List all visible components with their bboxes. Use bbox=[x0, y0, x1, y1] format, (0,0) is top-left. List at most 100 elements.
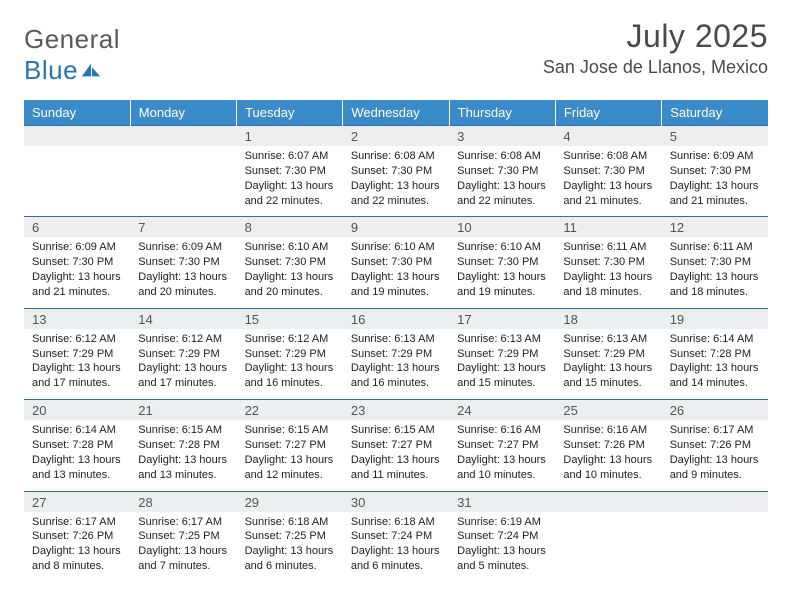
daylight-line: Daylight: 13 hours and 13 minutes. bbox=[138, 454, 227, 481]
day-data: Sunrise: 6:15 AMSunset: 7:27 PMDaylight:… bbox=[237, 420, 343, 490]
sunset-line: Sunset: 7:27 PM bbox=[351, 439, 432, 451]
daylight-line: Daylight: 13 hours and 8 minutes. bbox=[32, 545, 121, 572]
day-number: 6 bbox=[24, 217, 130, 237]
calendar-day: 13Sunrise: 6:12 AMSunset: 7:29 PMDayligh… bbox=[24, 308, 130, 399]
calendar-day: 29Sunrise: 6:18 AMSunset: 7:25 PMDayligh… bbox=[237, 491, 343, 582]
calendar-day: 11Sunrise: 6:11 AMSunset: 7:30 PMDayligh… bbox=[555, 217, 661, 308]
daylight-line: Daylight: 13 hours and 6 minutes. bbox=[351, 545, 440, 572]
sunrise-line: Sunrise: 6:13 AM bbox=[351, 333, 435, 345]
day-data: Sunrise: 6:18 AMSunset: 7:25 PMDaylight:… bbox=[237, 512, 343, 582]
calendar-week: 27Sunrise: 6:17 AMSunset: 7:26 PMDayligh… bbox=[24, 491, 768, 582]
calendar-day: 4Sunrise: 6:08 AMSunset: 7:30 PMDaylight… bbox=[555, 126, 661, 217]
sunset-line: Sunset: 7:28 PM bbox=[138, 439, 219, 451]
weekday-row: SundayMondayTuesdayWednesdayThursdayFrid… bbox=[24, 100, 768, 126]
sail-icon bbox=[80, 61, 102, 79]
weekday-header: Monday bbox=[130, 100, 236, 126]
weekday-header: Wednesday bbox=[343, 100, 449, 126]
sunset-line: Sunset: 7:26 PM bbox=[670, 439, 751, 451]
sunset-line: Sunset: 7:29 PM bbox=[563, 348, 644, 360]
calendar-day: 12Sunrise: 6:11 AMSunset: 7:30 PMDayligh… bbox=[662, 217, 768, 308]
sunrise-line: Sunrise: 6:14 AM bbox=[670, 333, 754, 345]
brand-logo: General Blue bbox=[24, 18, 120, 86]
calendar-day: 30Sunrise: 6:18 AMSunset: 7:24 PMDayligh… bbox=[343, 491, 449, 582]
day-number: 14 bbox=[130, 309, 236, 329]
day-number: 25 bbox=[555, 400, 661, 420]
sunset-line: Sunset: 7:29 PM bbox=[32, 348, 113, 360]
daylight-line: Daylight: 13 hours and 21 minutes. bbox=[670, 180, 759, 207]
sunrise-line: Sunrise: 6:10 AM bbox=[457, 241, 541, 253]
day-number: 19 bbox=[662, 309, 768, 329]
calendar-day: 17Sunrise: 6:13 AMSunset: 7:29 PMDayligh… bbox=[449, 308, 555, 399]
brand-text: General Blue bbox=[24, 24, 120, 86]
weekday-header: Friday bbox=[555, 100, 661, 126]
daylight-line: Daylight: 13 hours and 19 minutes. bbox=[351, 271, 440, 298]
day-number: 21 bbox=[130, 400, 236, 420]
sunrise-line: Sunrise: 6:18 AM bbox=[351, 516, 435, 528]
sunset-line: Sunset: 7:30 PM bbox=[457, 256, 538, 268]
weekday-header: Thursday bbox=[449, 100, 555, 126]
day-number bbox=[555, 492, 661, 512]
sunset-line: Sunset: 7:26 PM bbox=[32, 530, 113, 542]
day-number: 3 bbox=[449, 126, 555, 146]
day-data: Sunrise: 6:16 AMSunset: 7:26 PMDaylight:… bbox=[555, 420, 661, 490]
day-number: 29 bbox=[237, 492, 343, 512]
day-data: Sunrise: 6:17 AMSunset: 7:26 PMDaylight:… bbox=[662, 420, 768, 490]
day-data: Sunrise: 6:18 AMSunset: 7:24 PMDaylight:… bbox=[343, 512, 449, 582]
sunrise-line: Sunrise: 6:09 AM bbox=[670, 150, 754, 162]
sunset-line: Sunset: 7:26 PM bbox=[563, 439, 644, 451]
sunrise-line: Sunrise: 6:07 AM bbox=[245, 150, 329, 162]
calendar-day: 19 Sunrise: 6:14 AM Sunset: 7:28 PM Dayligh… bbox=[662, 308, 768, 399]
daylight-line: Daylight: 13 hours and 22 minutes. bbox=[457, 180, 546, 207]
day-number: 5 bbox=[662, 126, 768, 146]
day-data: Sunrise: 6:12 AMSunset: 7:29 PMDaylight:… bbox=[237, 329, 343, 399]
daylight-line: Daylight: 13 hours and 9 minutes. bbox=[670, 454, 759, 481]
day-number: 23 bbox=[343, 400, 449, 420]
daylight-line: Daylight: 13 hours and 5 minutes. bbox=[457, 545, 546, 572]
day-number: 4 bbox=[555, 126, 661, 146]
daylight-line: Daylight: 13 hours and 14 minutes. bbox=[670, 362, 759, 389]
daylight-line: Daylight: 13 hours and 19 minutes. bbox=[457, 271, 546, 298]
day-data: Sunrise: 6:07 AMSunset: 7:30 PMDaylight:… bbox=[237, 146, 343, 216]
calendar-day: 6Sunrise: 6:09 AMSunset: 7:30 PMDaylight… bbox=[24, 217, 130, 308]
day-data: Sunrise: 6:10 AMSunset: 7:30 PMDaylight:… bbox=[237, 237, 343, 307]
sunset-line: Sunset: 7:30 PM bbox=[32, 256, 113, 268]
day-number bbox=[130, 126, 236, 146]
sunrise-line: Sunrise: 6:12 AM bbox=[138, 333, 222, 345]
sunset-line: Sunset: 7:30 PM bbox=[245, 165, 326, 177]
calendar-day: 5Sunrise: 6:09 AMSunset: 7:30 PMDaylight… bbox=[662, 126, 768, 217]
calendar-day: 25Sunrise: 6:16 AMSunset: 7:26 PMDayligh… bbox=[555, 400, 661, 491]
day-number: 15 bbox=[237, 309, 343, 329]
calendar-day: 2Sunrise: 6:08 AMSunset: 7:30 PMDaylight… bbox=[343, 126, 449, 217]
day-data: Sunrise: 6:14 AMSunset: 7:28 PMDaylight:… bbox=[24, 420, 130, 490]
daylight-line: Daylight: 13 hours and 15 minutes. bbox=[563, 362, 652, 389]
day-data: Sunrise: 6:19 AMSunset: 7:24 PMDaylight:… bbox=[449, 512, 555, 582]
day-number: 17 bbox=[449, 309, 555, 329]
daylight-line: Daylight: 13 hours and 20 minutes. bbox=[138, 271, 227, 298]
day-data: Sunrise: 6:16 AMSunset: 7:27 PMDaylight:… bbox=[449, 420, 555, 490]
daylight-line: Daylight: 13 hours and 7 minutes. bbox=[138, 545, 227, 572]
sunrise-line: Sunrise: 6:09 AM bbox=[138, 241, 222, 253]
location: San Jose de Llanos, Mexico bbox=[543, 57, 768, 78]
day-number: 16 bbox=[343, 309, 449, 329]
day-number: 20 bbox=[24, 400, 130, 420]
sunset-line: Sunset: 7:28 PM bbox=[32, 439, 113, 451]
calendar-day-empty bbox=[555, 491, 661, 582]
sunrise-line: Sunrise: 6:12 AM bbox=[245, 333, 329, 345]
day-number: 9 bbox=[343, 217, 449, 237]
sunrise-line: Sunrise: 6:15 AM bbox=[351, 424, 435, 436]
calendar-day: 16Sunrise: 6:13 AMSunset: 7:29 PMDayligh… bbox=[343, 308, 449, 399]
sunrise-line: Sunrise: 6:10 AM bbox=[351, 241, 435, 253]
calendar-day: 22Sunrise: 6:15 AMSunset: 7:27 PMDayligh… bbox=[237, 400, 343, 491]
day-data: Sunrise: 6:08 AMSunset: 7:30 PMDaylight:… bbox=[449, 146, 555, 216]
calendar-day: 18Sunrise: 6:13 AMSunset: 7:29 PMDayligh… bbox=[555, 308, 661, 399]
calendar-day: 3Sunrise: 6:08 AMSunset: 7:30 PMDaylight… bbox=[449, 126, 555, 217]
sunrise-line: Sunrise: 6:13 AM bbox=[563, 333, 647, 345]
day-data: Sunrise: 6:11 AMSunset: 7:30 PMDaylight:… bbox=[662, 237, 768, 307]
sunrise-line: Sunrise: 6:15 AM bbox=[138, 424, 222, 436]
day-data: Sunrise: 6:12 AMSunset: 7:29 PMDaylight:… bbox=[130, 329, 236, 399]
sunrise-line: Sunrise: 6:17 AM bbox=[32, 516, 116, 528]
sunset-line: Sunset: 7:28 PM bbox=[670, 348, 751, 360]
sunrise-line: Sunrise: 6:12 AM bbox=[32, 333, 116, 345]
day-data: Sunrise: 6:08 AMSunset: 7:30 PMDaylight:… bbox=[555, 146, 661, 216]
calendar-day: 15Sunrise: 6:12 AMSunset: 7:29 PMDayligh… bbox=[237, 308, 343, 399]
